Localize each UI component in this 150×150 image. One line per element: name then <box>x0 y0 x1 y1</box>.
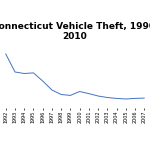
Title: Connecticut Vehicle Theft, 1990-
2010: Connecticut Vehicle Theft, 1990- 2010 <box>0 22 150 41</box>
